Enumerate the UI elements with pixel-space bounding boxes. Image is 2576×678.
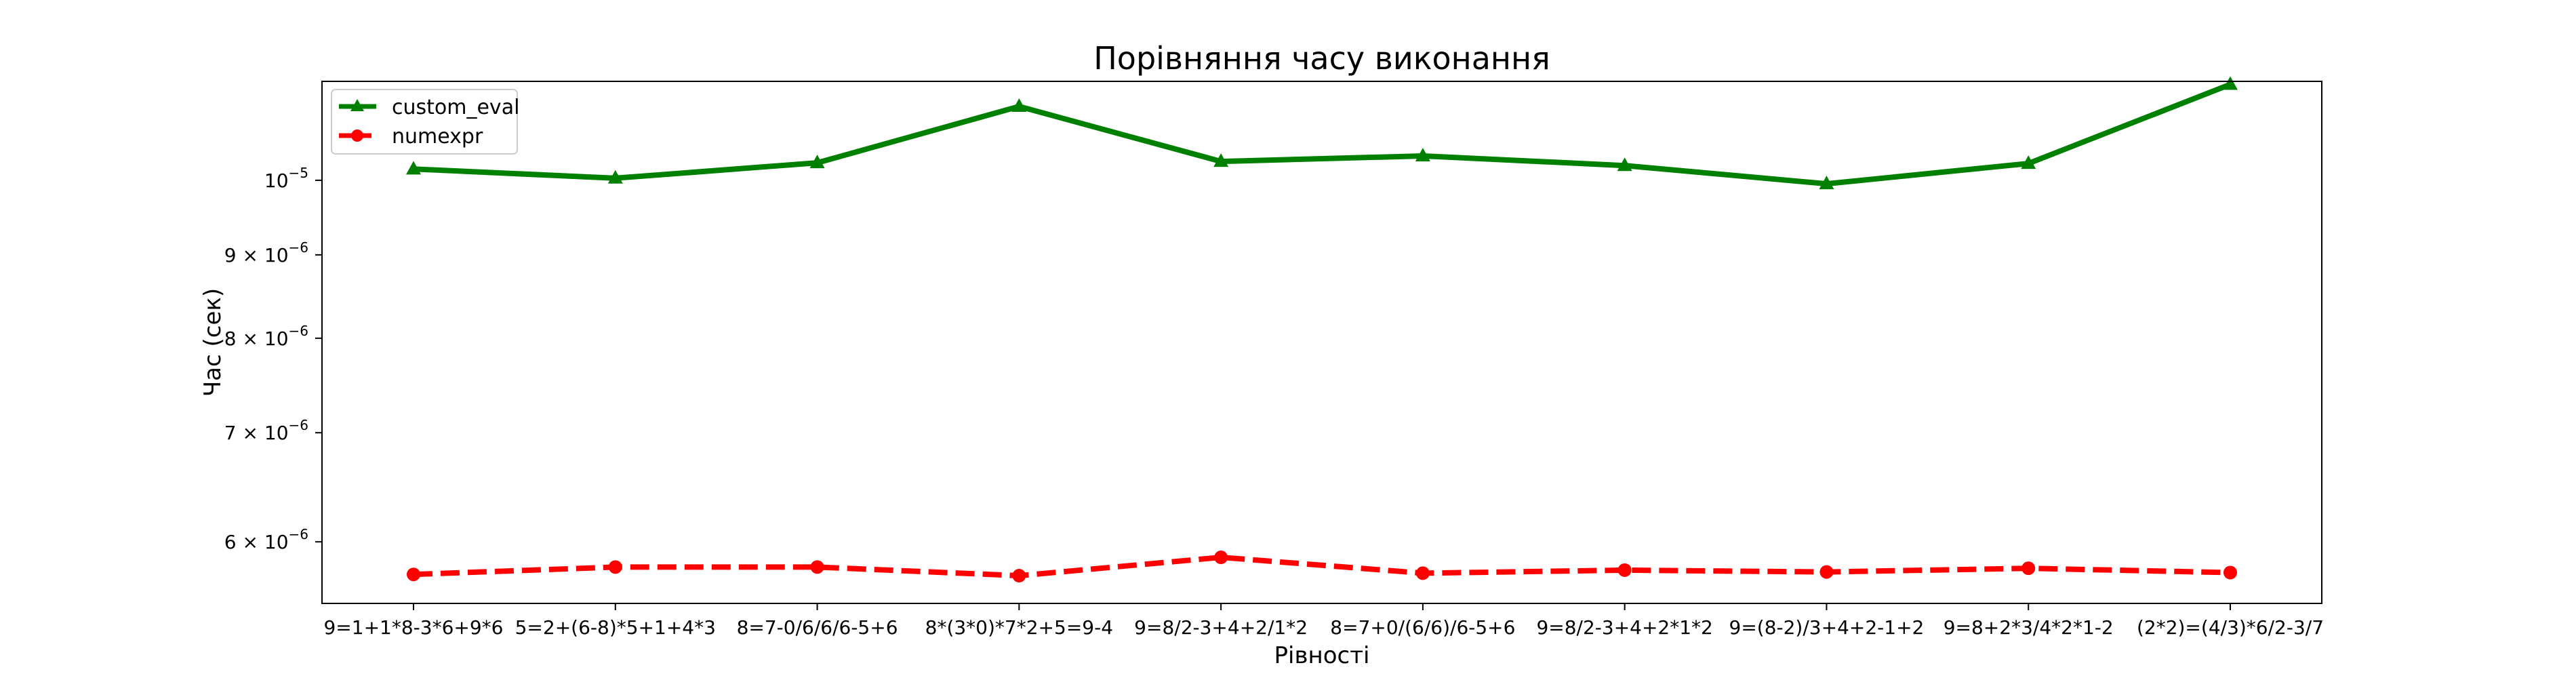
axes-frame	[321, 81, 2322, 604]
chart-title: Порівняння часу виконання	[1093, 40, 1550, 77]
x-tick-label: 5=2+(6-8)*5+1+4*3	[515, 616, 716, 639]
x-tick-label: 8=7+0/(6/6)/6-5+6	[1330, 616, 1515, 639]
data-point-numexpr	[608, 560, 622, 574]
legend-label-numexpr: numexpr	[392, 125, 483, 148]
data-point-numexpr	[1214, 551, 1228, 565]
data-point-numexpr	[1819, 565, 1834, 579]
data-point-numexpr	[2223, 565, 2237, 580]
y-tick-label: 10−5	[264, 165, 308, 192]
data-point-numexpr	[810, 560, 824, 574]
data-point-custom-eval	[1617, 157, 1632, 172]
series-line-numexpr	[413, 555, 2231, 579]
y-tick-label: 7 × 10−6	[224, 417, 308, 444]
data-point-custom-eval	[809, 155, 825, 169]
data-point-custom-eval	[2021, 155, 2036, 170]
data-point-custom-eval	[2223, 76, 2238, 90]
x-tick-label: 9=8+2*3/4*2*1-2	[1944, 616, 2114, 639]
data-point-numexpr	[407, 567, 420, 582]
data-point-numexpr	[1617, 563, 1632, 577]
legend-label-custom-eval: custom_eval	[392, 96, 519, 119]
data-point-custom-eval	[1213, 153, 1229, 167]
y-tick-label: 8 × 10−6	[224, 323, 308, 350]
data-point-custom-eval	[1819, 176, 1834, 190]
x-tick-label: 9=8/2-3+4+2*1*2	[1536, 616, 1712, 639]
series-line-custom-eval	[413, 81, 2232, 187]
legend-marker-custom-eval	[350, 99, 364, 111]
data-point-custom-eval	[607, 170, 623, 184]
data-point-custom-eval	[406, 161, 421, 175]
x-tick-label: 8*(3*0)*7*2+5=9-4	[925, 616, 1113, 639]
y-tick-label: 6 × 10−6	[224, 526, 308, 553]
y-tick-label: 9 × 10−6	[224, 239, 308, 266]
x-tick-label: 9=8/2-3+4+2/1*2	[1134, 616, 1308, 639]
data-point-custom-eval	[1011, 98, 1027, 112]
data-point-numexpr	[1012, 569, 1026, 583]
y-axis-label: Час (сек)	[199, 288, 226, 397]
data-point-custom-eval	[1415, 147, 1430, 161]
x-axis-label: Рівності	[1274, 642, 1370, 669]
x-tick-label: 9=(8-2)/3+4+2-1+2	[1729, 616, 1925, 639]
legend: custom_eval numexpr	[331, 89, 519, 155]
plot-area: 9=1+1*8-3*6+9*6 5=2+(6-8)*5+1+4*3 8=7-0/6/…	[224, 76, 2324, 639]
legend-marker-numexpr	[351, 129, 363, 142]
data-point-numexpr	[1415, 566, 1430, 580]
x-tick-label: (2*2)=(4/3)*6/2-3/7	[2137, 616, 2324, 639]
x-tick-label: 8=7-0/6/6/6-5+6	[737, 616, 898, 639]
legend-box	[331, 89, 518, 155]
x-tick-label: 9=1+1*8-3*6+9*6	[323, 616, 503, 639]
data-point-numexpr	[2021, 561, 2036, 576]
